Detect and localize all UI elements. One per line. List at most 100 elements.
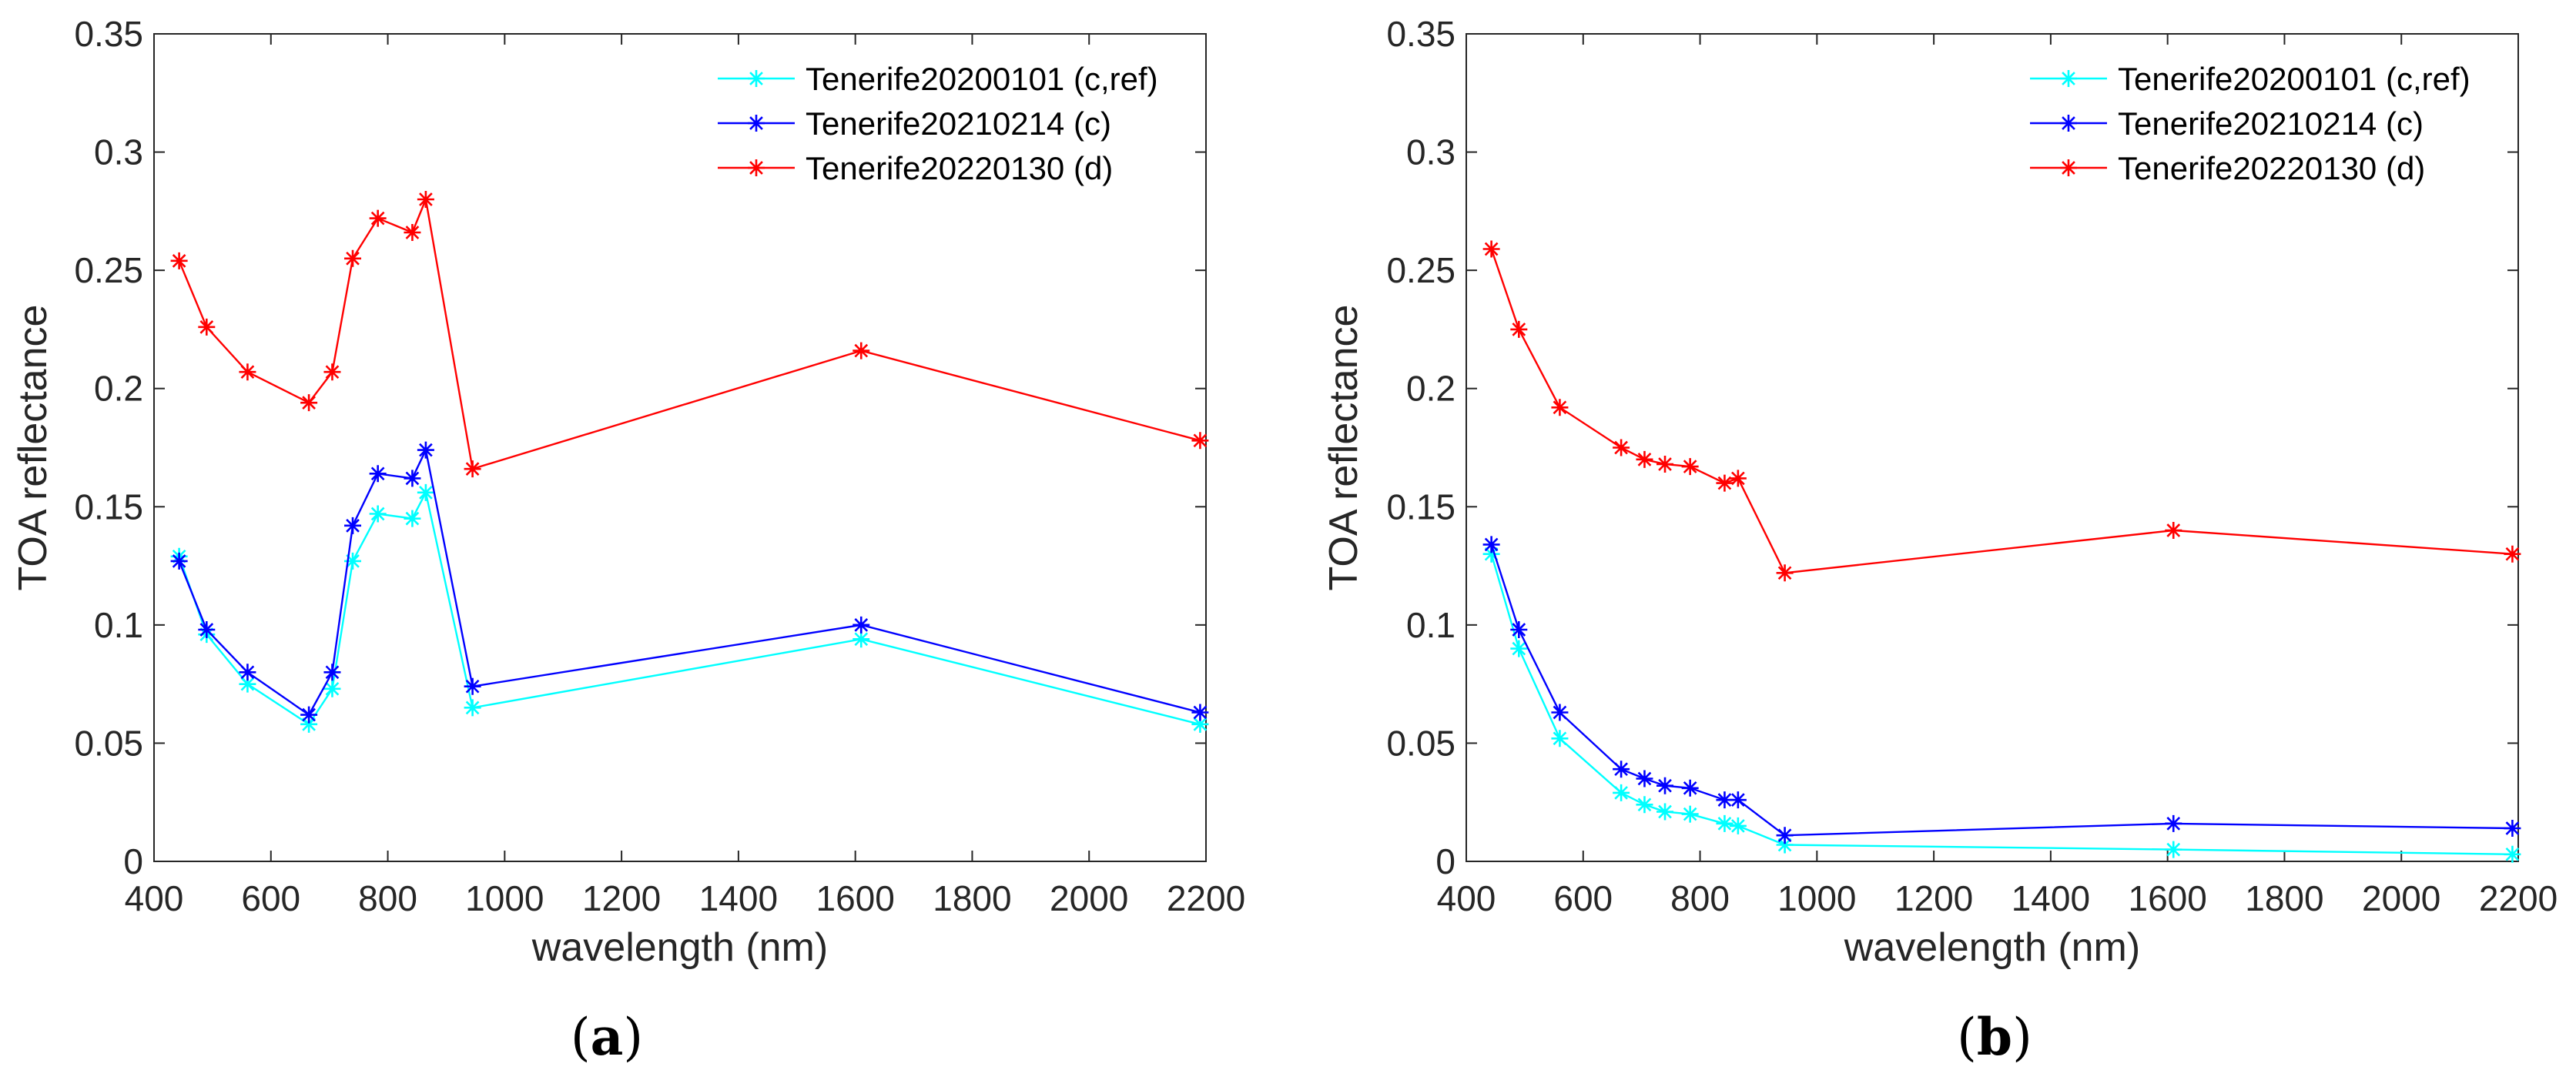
x-tick-label: 1200 — [582, 878, 661, 918]
panel-label-letter: b — [1977, 1007, 2012, 1067]
series-line — [1490, 553, 2513, 855]
panel-label: (b) — [1957, 1007, 2032, 1067]
x-tick-label: 2200 — [1167, 878, 1245, 918]
x-tick-label: 400 — [1437, 878, 1496, 918]
data-point — [1613, 761, 1630, 778]
series-line — [178, 196, 1201, 470]
series-0 — [170, 483, 1209, 733]
legend-marker — [2060, 159, 2077, 176]
data-point — [1551, 730, 1569, 747]
data-point — [1681, 805, 1699, 823]
chart-panel-a: 400 600 800 1000 1200 1400 1600 1800 2000 2200 0 0.… — [11, 14, 1245, 1067]
data-point — [239, 664, 256, 681]
y-tick-label: 0.3 — [94, 132, 143, 172]
y-axis-label: TOA reflectance — [11, 305, 55, 591]
y-tick-label: 0.35 — [74, 14, 143, 54]
x-tick-label: 2000 — [1050, 878, 1128, 918]
x-tick-label: 1200 — [1894, 878, 1973, 918]
legend-entry: Tenerife20210214 (c) — [2118, 105, 2424, 142]
data-point — [1776, 836, 1794, 854]
panel-label-letter: a — [591, 1007, 624, 1067]
data-point — [369, 465, 387, 483]
data-point — [1716, 791, 1734, 809]
data-point — [1729, 791, 1747, 809]
data-point — [300, 394, 318, 412]
data-point — [417, 483, 434, 501]
y-tick-label: 0.1 — [94, 605, 143, 645]
data-point — [239, 675, 256, 693]
series-1 — [1482, 536, 2521, 844]
data-point — [417, 441, 434, 459]
y-tick-label: 0.25 — [74, 250, 143, 290]
data-point — [1729, 470, 1747, 487]
panel-label-close: ) — [2012, 1008, 2032, 1067]
y-tick-label: 0.3 — [1406, 132, 1455, 172]
plot-area — [153, 33, 1207, 862]
y-tick-label: 0 — [1435, 841, 1455, 881]
data-point — [323, 680, 341, 697]
y-tick-label: 0.2 — [1406, 369, 1455, 409]
series-line — [1490, 249, 2513, 574]
data-point — [1551, 704, 1569, 721]
data-point — [1681, 779, 1699, 797]
x-tick-label: 1600 — [2128, 878, 2206, 918]
data-point — [2504, 845, 2521, 863]
data-point — [1551, 399, 1569, 416]
data-point — [344, 552, 362, 570]
data-point — [1776, 827, 1794, 844]
data-point — [2504, 545, 2521, 563]
x-tick-label: 1000 — [465, 878, 544, 918]
data-point — [1776, 564, 1794, 582]
series-2 — [170, 191, 1209, 478]
panel-label-open: ( — [1957, 1008, 1977, 1067]
series-line — [178, 446, 1201, 717]
y-tick-label: 0.2 — [94, 369, 143, 409]
data-point — [853, 616, 870, 634]
y-tick-label: 0 — [123, 841, 143, 881]
data-point — [1510, 621, 1528, 638]
y-tick-label: 0.35 — [1386, 14, 1455, 54]
data-point — [323, 363, 341, 381]
x-tick-label: 800 — [358, 878, 417, 918]
panel-label-close: ) — [623, 1008, 643, 1067]
data-point — [853, 630, 870, 648]
data-point — [198, 318, 216, 336]
data-point — [2165, 522, 2182, 539]
panel-label-open: ( — [571, 1008, 591, 1067]
data-point — [300, 706, 318, 724]
data-point — [239, 363, 256, 381]
data-point — [198, 621, 216, 638]
data-point — [464, 699, 481, 717]
data-point — [1191, 432, 1209, 450]
x-tick-label: 600 — [241, 878, 300, 918]
legend-marker — [748, 159, 765, 176]
data-point — [1482, 545, 1500, 563]
legend-marker — [748, 115, 765, 132]
y-tick-label: 0.15 — [1386, 487, 1455, 527]
series-1 — [170, 441, 1209, 724]
series-line — [1490, 544, 2513, 837]
legend-entry: Tenerife20200101 (c,ref) — [806, 61, 1158, 97]
data-point — [1636, 770, 1653, 787]
legend-entry: Tenerife20220130 (d) — [2118, 150, 2425, 186]
x-axis-label: wavelength (nm) — [531, 925, 828, 970]
data-point — [1510, 320, 1528, 338]
data-point — [1656, 777, 1674, 794]
data-point — [853, 342, 870, 359]
data-point — [1636, 450, 1653, 468]
data-point — [323, 664, 341, 681]
legend-entry: Tenerife20210214 (c) — [806, 105, 1111, 142]
x-tick-label: 1800 — [933, 878, 1011, 918]
data-point — [1613, 784, 1630, 801]
x-tick-label: 1400 — [2012, 878, 2090, 918]
x-tick-label: 2000 — [2362, 878, 2440, 918]
data-point — [1716, 474, 1734, 492]
data-point — [404, 224, 421, 241]
data-point — [2165, 814, 2182, 832]
data-point — [1729, 817, 1747, 834]
legend: Tenerife20200101 (c,ref) Tenerife20210214… — [2030, 61, 2470, 186]
y-tick-label: 0.25 — [1386, 250, 1455, 290]
data-point — [1716, 814, 1734, 832]
legend-entry: Tenerife20200101 (c,ref) — [2118, 61, 2470, 97]
